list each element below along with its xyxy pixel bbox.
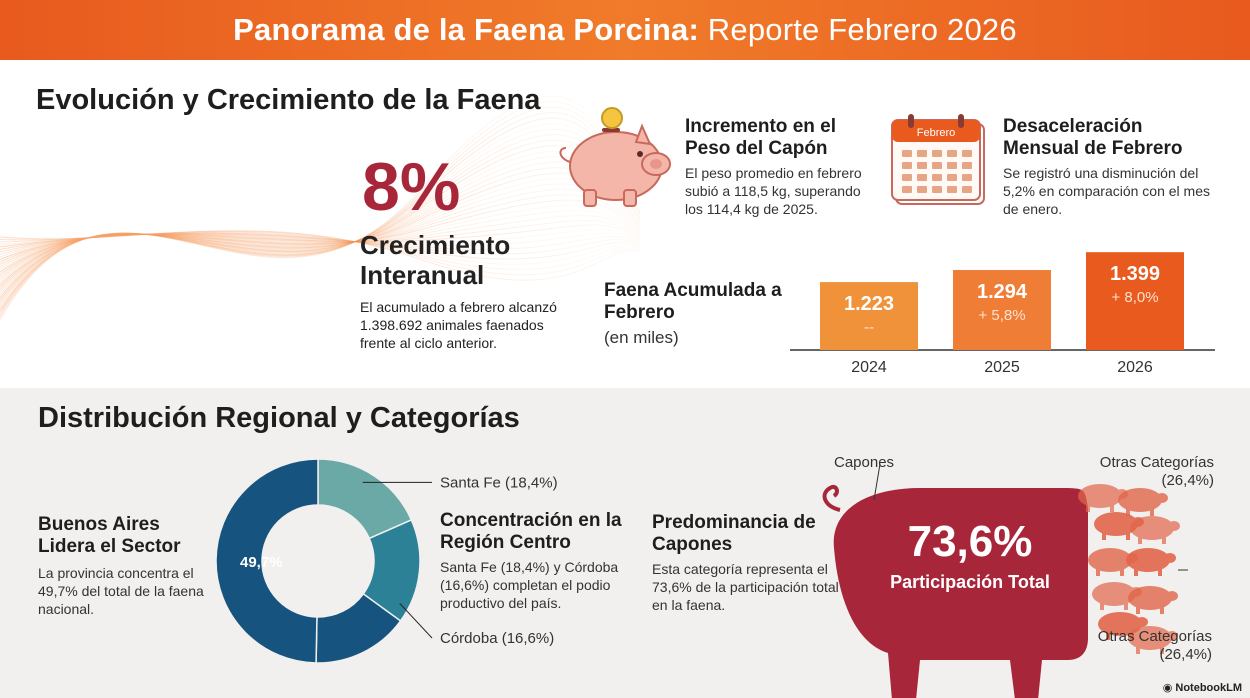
brand-name: NotebookLM bbox=[1175, 681, 1242, 694]
bar-value-label: 1.223 bbox=[844, 293, 894, 315]
bar-2024 bbox=[820, 282, 918, 350]
weight-card-description: El peso promedio en febrero subió a 118,… bbox=[685, 165, 862, 217]
small-pig-icon bbox=[1126, 548, 1176, 576]
capones-participation-label: Participación Total bbox=[890, 572, 1050, 592]
evolution-section: Evolución y Crecimiento de la Faena 8% C… bbox=[0, 60, 1250, 388]
donut-leader-cordoba bbox=[399, 603, 433, 639]
label-otras-bottom-text: Otras Categorías bbox=[1097, 628, 1212, 645]
capones-pig-graphic: 73,6% Participación Total bbox=[822, 463, 1188, 698]
bar-value-label: 1.399 bbox=[1110, 263, 1160, 285]
label-otras-top: Otras Categorías (26,4%) bbox=[1100, 454, 1214, 490]
growth-title: Crecimiento Interanual bbox=[360, 230, 511, 290]
donut-label-santa-fe: Santa Fe (18,4%) bbox=[440, 474, 558, 491]
donut-label-buenos-aires: 49,7% bbox=[240, 554, 283, 571]
calendar-month-label: Febrero bbox=[917, 127, 956, 139]
header-banner: Panorama de la Faena Porcina: Reporte Fe… bbox=[0, 0, 1250, 60]
bar-category-label: 2026 bbox=[1117, 359, 1153, 376]
accum-bar-chart: 1.223 -- 2024 1.294 + 5,8% 2025 1.399 + 8,0% 202… bbox=[790, 252, 1215, 376]
pig-icon bbox=[822, 485, 1088, 698]
region-leader-description: La provincia concentra el 49,7% del tota… bbox=[38, 565, 204, 617]
accum-chart-unit: (en miles) bbox=[604, 328, 679, 347]
label-otras-bottom: Otras Categorías (26,4%) bbox=[1098, 628, 1212, 664]
calendar-icon: Febrero bbox=[891, 114, 985, 205]
accum-chart-title: Faena Acumulada a Febrero bbox=[604, 280, 782, 323]
bar-value-label: 1.294 bbox=[977, 281, 1028, 303]
growth-description: El acumulado a febrero alcanzó 1.398.692… bbox=[360, 299, 557, 351]
region-leader-title: Buenos Aires Lidera el Sector bbox=[38, 514, 181, 557]
label-capones: Capones bbox=[834, 454, 895, 471]
small-pig-icon bbox=[1128, 626, 1178, 654]
bar-change-label: -- bbox=[864, 319, 874, 336]
bar-2026 bbox=[1086, 252, 1184, 350]
label-otras-top-text: Otras Categorías bbox=[1099, 454, 1214, 471]
piggy-bank-icon bbox=[559, 107, 671, 207]
donut-label-cordoba: Córdoba (16,6%) bbox=[440, 630, 554, 647]
capones-title: Predominancia de Capones bbox=[652, 512, 816, 555]
center-region-description: Santa Fe (18,4%) y Córdoba (16,6%) compl… bbox=[440, 559, 619, 611]
capones-description: Esta categoría representa el 73,6% de la… bbox=[652, 561, 839, 613]
regional-donut-chart: 49,7% Santa Fe (18,4%) Córdoba (16,6%) bbox=[215, 458, 558, 664]
evolution-section-title: Evolución y Crecimiento de la Faena bbox=[36, 84, 541, 116]
small-pig-icon bbox=[1118, 488, 1168, 516]
bar-category-label: 2024 bbox=[851, 359, 887, 376]
bar-change-label: + 5,8% bbox=[978, 307, 1025, 324]
weight-card-title: Incremento en el Peso del Capón bbox=[685, 116, 836, 159]
decel-card-title: Desaceleración Mensual de Febrero bbox=[1003, 116, 1183, 159]
brand-icon: ◉ bbox=[1162, 682, 1173, 694]
page-title-rest: Reporte Febrero 2026 bbox=[698, 12, 1017, 47]
bar-2025 bbox=[953, 270, 1051, 350]
donut-slice-buenos-aires bbox=[215, 458, 319, 664]
capones-percentage: 73,6% bbox=[908, 517, 1033, 566]
bar-category-label: 2025 bbox=[984, 359, 1020, 376]
region-section-title: Distribución Regional y Categorías bbox=[38, 402, 520, 434]
decel-card-description: Se registró una disminución del 5,2% en … bbox=[1003, 165, 1210, 217]
bar-change-label: + 8,0% bbox=[1111, 289, 1158, 306]
label-otras-bottom-pct: (26,4%) bbox=[1159, 646, 1212, 663]
page-title: Panorama de la Faena Porcina: Reporte Fe… bbox=[233, 12, 1017, 48]
growth-percentage: 8% bbox=[362, 149, 461, 225]
small-pig-icon bbox=[1130, 516, 1180, 544]
brand-logo: ◉ NotebookLM bbox=[1162, 681, 1242, 695]
page-title-bold: Panorama de la Faena Porcina: bbox=[233, 12, 699, 47]
region-section: Distribución Regional y Categorías Bueno… bbox=[0, 388, 1250, 698]
label-otras-top-pct: (26,4%) bbox=[1161, 472, 1214, 489]
center-region-title: Concentración en la Región Centro bbox=[440, 510, 622, 553]
small-pig-icon bbox=[1128, 586, 1178, 614]
